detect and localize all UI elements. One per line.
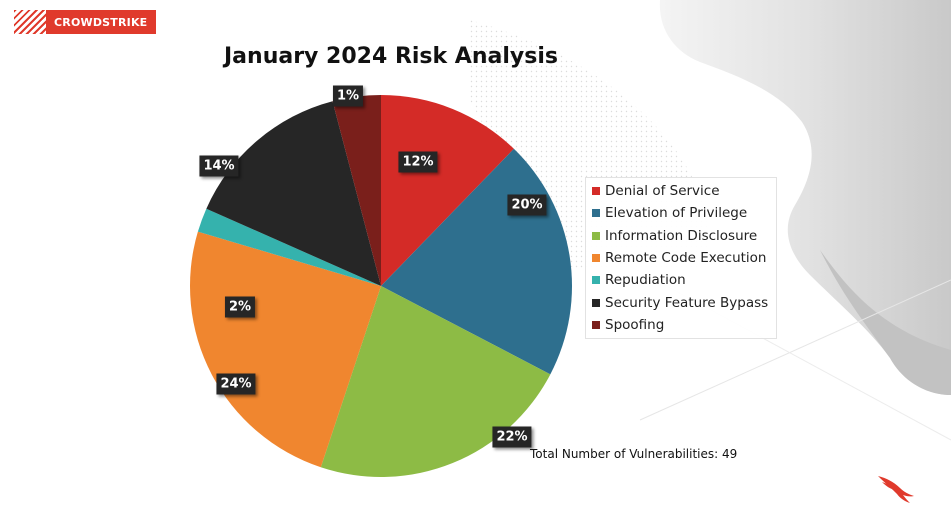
legend-label: Remote Code Execution (605, 250, 767, 267)
total-vulnerabilities-note: Total Number of Vulnerabilities: 49 (530, 447, 738, 461)
legend-label: Security Feature Bypass (605, 294, 769, 311)
legend-label: Elevation of Privilege (605, 205, 748, 222)
data-label-elevation-of-privilege: 20% (507, 194, 547, 216)
chart-legend: Denial of Service Elevation of Privilege I… (585, 177, 777, 340)
legend-swatch (592, 254, 600, 263)
legend-item: Denial of Service (592, 180, 776, 202)
legend-swatch (592, 320, 600, 329)
legend-item: Repudiation (592, 269, 776, 291)
legend-label: Repudiation (605, 272, 686, 289)
data-label-security-feature-bypass: 14% (199, 155, 239, 177)
data-label-spoofing: 1% (332, 85, 364, 107)
legend-item: Elevation of Privilege (592, 202, 776, 224)
data-label-remote-code-execution: 24% (216, 373, 256, 395)
legend-swatch (592, 187, 600, 196)
data-label-information-disclosure: 22% (492, 426, 532, 448)
legend-swatch (592, 231, 600, 240)
legend-swatch (592, 298, 600, 307)
falcon-logo-icon (878, 476, 914, 503)
legend-label: Denial of Service (605, 183, 720, 200)
chart-title: January 2024 Risk Analysis (224, 44, 558, 69)
logo-stripes-graphic (14, 10, 46, 34)
pie-slice-security-feature-bypass (206, 101, 381, 286)
legend-label: Spoofing (605, 316, 665, 333)
legend-item: Remote Code Execution (592, 247, 776, 269)
logo-text: CROWDSTRIKE (54, 15, 148, 29)
data-label-repudiation: 2% (224, 296, 256, 318)
legend-item: Information Disclosure (592, 225, 776, 247)
pie-slice-remote-code-execution (189, 231, 381, 468)
legend-swatch (592, 209, 600, 218)
pie-slice-spoofing (332, 95, 381, 286)
legend-label: Information Disclosure (605, 227, 758, 244)
logo-wordmark: CROWDSTRIKE (46, 10, 157, 34)
pie-slice-repudiation (197, 208, 381, 286)
legend-swatch (592, 276, 600, 285)
legend-item: Spoofing (592, 314, 776, 336)
crowdstrike-logo: CROWDSTRIKE (14, 10, 157, 34)
legend-item: Security Feature Bypass (592, 291, 776, 313)
pie-slice-denial-of-service (381, 95, 514, 286)
data-label-denial-of-service: 12% (398, 151, 438, 173)
